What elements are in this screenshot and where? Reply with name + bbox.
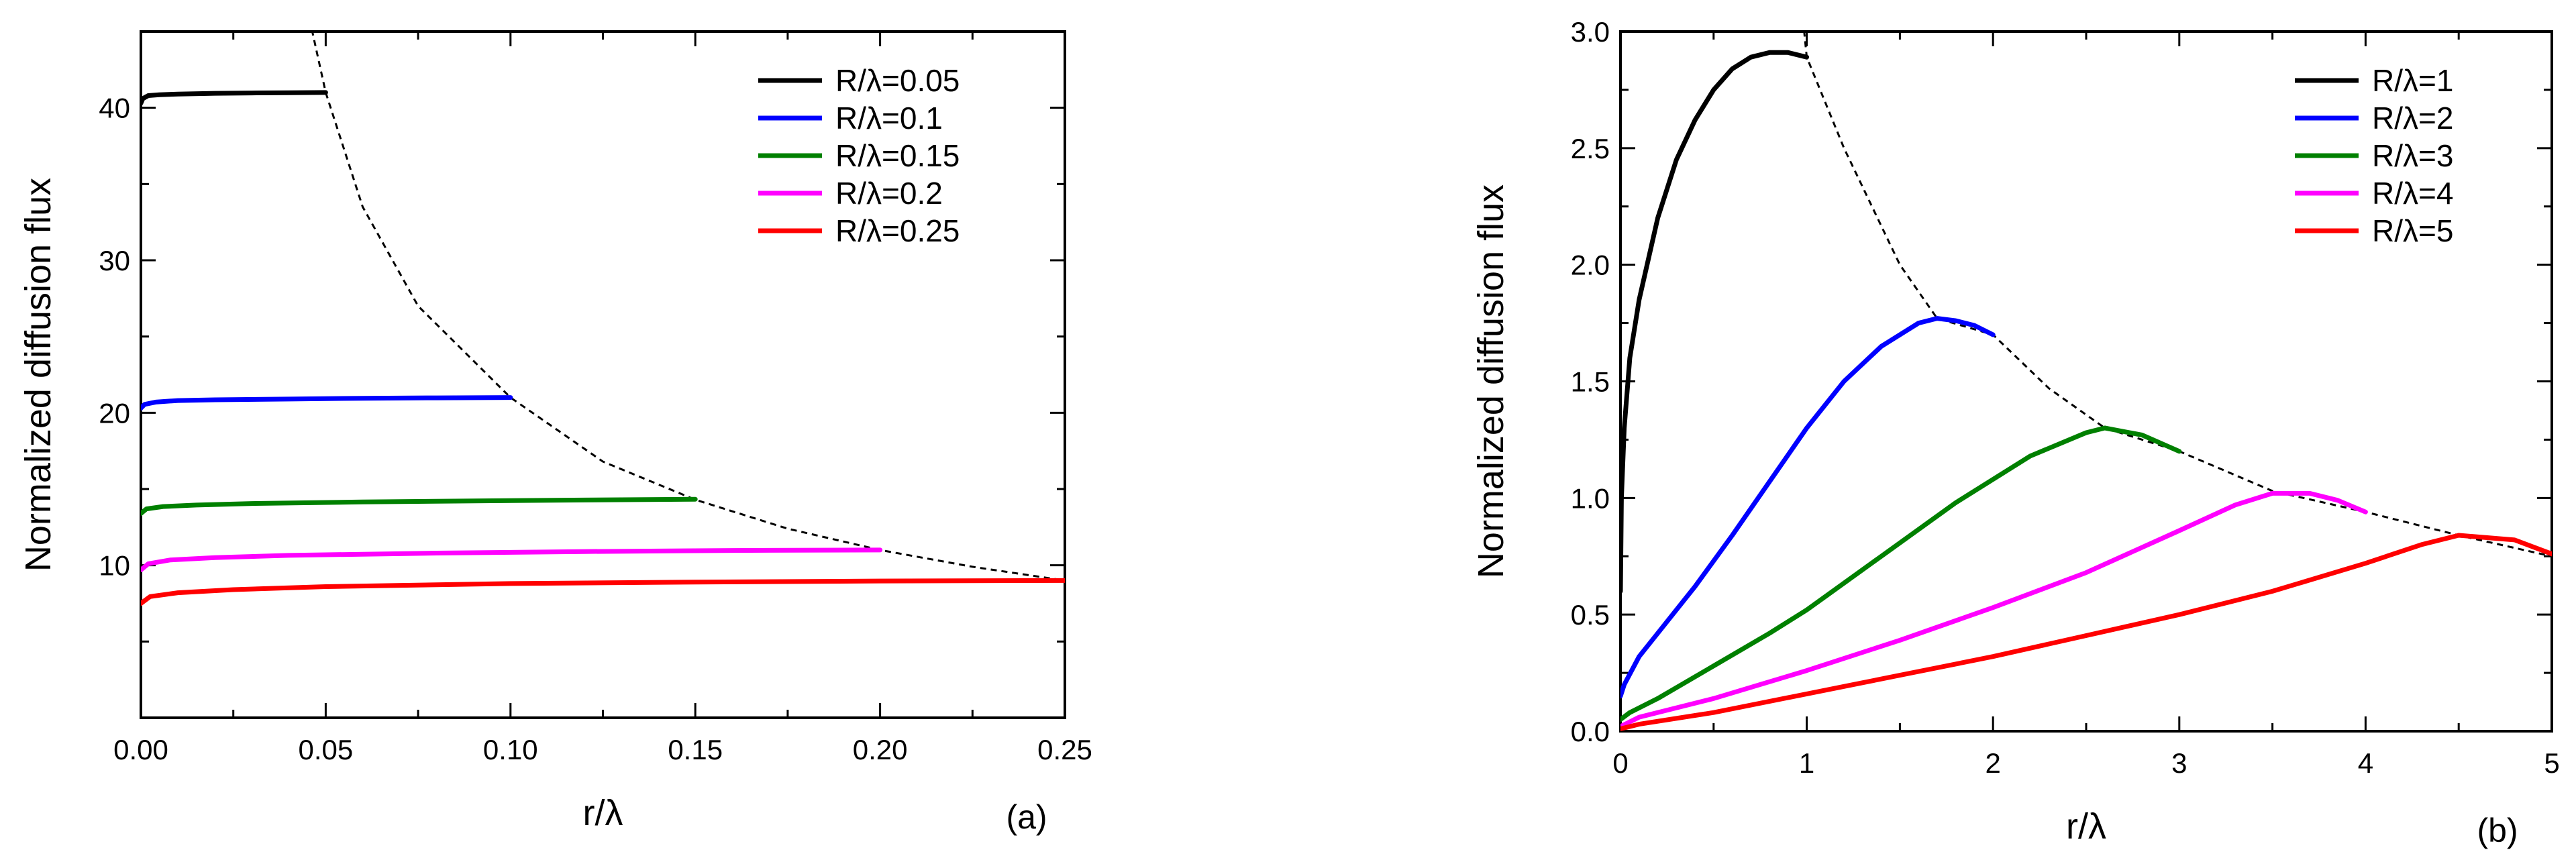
x-tick-label: 0.15 — [668, 734, 723, 765]
y-tick-label: 30 — [99, 245, 130, 276]
x-tick-label: 0.20 — [853, 734, 908, 765]
series-line-2 — [1620, 316, 1996, 699]
curves — [1620, 32, 2552, 731]
legend-label-5: R/λ=5 — [2372, 213, 2453, 248]
x-tick-label: 0.10 — [483, 734, 538, 765]
y-tick-label: 1.5 — [1571, 366, 1610, 398]
series-line-5 — [1620, 533, 2552, 731]
y-tick-label: 2.5 — [1571, 133, 1610, 164]
series-line-3 — [1620, 425, 2182, 722]
panel-tag: (b) — [2477, 812, 2518, 849]
plot-frame — [1619, 30, 2553, 733]
series-line-2 — [141, 395, 513, 411]
legend: R/λ=1R/λ=2R/λ=3R/λ=4R/λ=5 — [2295, 63, 2453, 248]
y-tick-label: 1.0 — [1571, 482, 1610, 514]
curves — [141, 32, 1065, 606]
y-tick-label: 40 — [99, 93, 130, 124]
x-axis-title: r/λ — [2066, 806, 2106, 847]
legend-label-5: R/λ=0.25 — [835, 213, 960, 248]
y-axis-title: Normalized diffusion flux — [18, 178, 58, 572]
legend-label-1: R/λ=0.05 — [835, 63, 960, 98]
y-axis-title: Normalized diffusion flux — [1471, 184, 1511, 578]
series-line-3 — [141, 496, 698, 516]
x-tick-label: 1 — [1799, 747, 1814, 779]
x-axis-title: r/λ — [583, 793, 623, 833]
x-tick-label: 5 — [2544, 747, 2559, 779]
x-tick-label: 0.00 — [113, 734, 168, 765]
y-tick-label: 10 — [99, 550, 130, 582]
legend-label-1: R/λ=1 — [2372, 63, 2453, 98]
legend: R/λ=0.05R/λ=0.1R/λ=0.15R/λ=0.2R/λ=0.25 — [758, 63, 960, 248]
chart-panel-a: 0.00 0.05 0.10 0.15 0.20 0.25 10 20 30 40 r/λ Norma… — [18, 30, 1092, 836]
legend-label-2: R/λ=2 — [2372, 101, 2453, 136]
series-line-1 — [1620, 50, 1810, 594]
x-tick-label: 4 — [2358, 747, 2373, 779]
chart-panel-b: 0 1 2 3 4 5 0.0 0.5 1.0 1.5 2.0 2.5 3.0 r/λ Normalized… — [1471, 16, 2560, 849]
envelope-dashed-line — [311, 32, 1065, 582]
panel-tag: (a) — [1006, 798, 1047, 836]
y-tick-label: 3.0 — [1571, 16, 1610, 48]
x-tick-label: 0 — [1612, 747, 1628, 779]
legend-label-3: R/λ=3 — [2372, 138, 2453, 173]
x-tick-label: 3 — [2171, 747, 2187, 779]
y-tick-label: 2.0 — [1571, 250, 1610, 281]
x-tick-label: 0.05 — [299, 734, 354, 765]
legend-label-3: R/λ=0.15 — [835, 138, 960, 173]
legend-label-4: R/λ=0.2 — [835, 176, 943, 211]
series-line-1 — [141, 90, 328, 106]
x-tick-label: 0.25 — [1037, 734, 1092, 765]
y-tick-label: 0.5 — [1571, 599, 1610, 631]
y-tick-label: 0.0 — [1571, 716, 1610, 747]
legend-label-2: R/λ=0.1 — [835, 101, 943, 136]
x-tick-label: 2 — [1986, 747, 2001, 779]
series-line-4 — [1620, 490, 2368, 729]
y-tick-label: 20 — [99, 397, 130, 429]
series-line-5 — [141, 578, 1065, 606]
series-line-4 — [141, 547, 883, 572]
legend-label-4: R/λ=4 — [2372, 176, 2453, 211]
